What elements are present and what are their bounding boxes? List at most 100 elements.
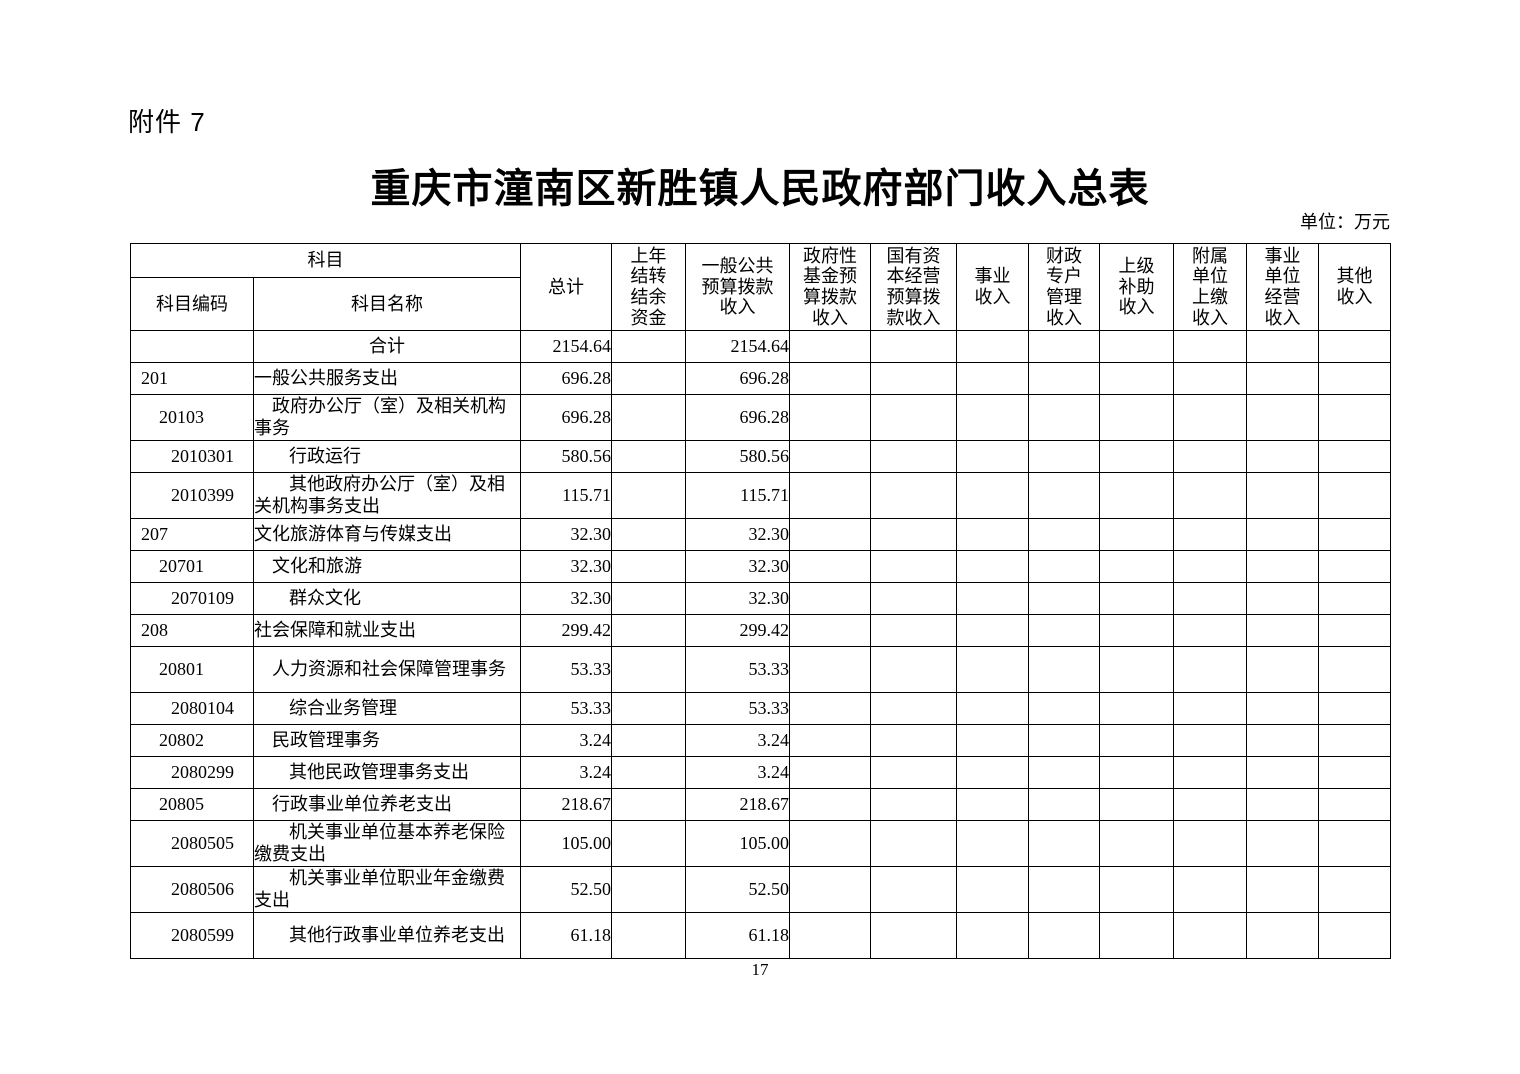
superior-subsidy-cell [1099,440,1174,473]
table-row: 2080506 机关事业单位职业年金缴费支出 52.50 52.50 [130,866,1391,913]
business-operation-cell [1246,472,1319,519]
other-income-cell [1318,866,1391,913]
business-income-cell [956,820,1029,867]
table-body: 合计 2154.64 2154.64 201 一般公共服务支出 696.28 696.28 2… [130,330,1391,959]
state-capital-cell [870,866,957,913]
subject-name-cell: 政府办公厅（室）及相关机构事务 [253,394,521,441]
subject-name-cell: 文化旅游体育与传媒支出 [253,518,521,551]
general-budget-cell: 53.33 [685,692,790,725]
affiliated-upturn-cell [1173,440,1247,473]
superior-subsidy-cell [1099,912,1174,959]
superior-subsidy-cell [1099,820,1174,867]
gov-fund-cell [789,866,871,913]
gov-fund-cell [789,472,871,519]
subject-code-cell: 2080599 [130,912,254,959]
business-operation-cell [1246,912,1319,959]
fiscal-account-cell [1028,756,1100,789]
state-capital-cell [870,614,957,647]
other-income-cell [1318,518,1391,551]
affiliated-upturn-cell [1173,330,1247,363]
business-operation-cell [1246,518,1319,551]
state-capital-cell [870,518,957,551]
table-row: 201 一般公共服务支出 696.28 696.28 [130,362,1391,395]
affiliated-upturn-cell [1173,472,1247,519]
total-cell: 218.67 [520,788,612,821]
general-budget-cell: 53.33 [685,646,790,693]
carryover-cell [611,582,686,615]
business-operation-cell [1246,724,1319,757]
gov-fund-cell [789,756,871,789]
business-income-cell [956,330,1029,363]
business-income-cell [956,646,1029,693]
other-income-cell [1318,440,1391,473]
business-income-cell [956,362,1029,395]
business-operation-cell [1246,582,1319,615]
fiscal-account-cell [1028,820,1100,867]
superior-subsidy-cell [1099,518,1174,551]
subject-name-cell: 民政管理事务 [253,724,521,757]
state-capital-cell [870,394,957,441]
subject-name-cell: 一般公共服务支出 [253,362,521,395]
subject-code-cell: 20802 [130,724,254,757]
subject-name-cell: 行政事业单位养老支出 [253,788,521,821]
total-cell: 105.00 [520,820,612,867]
subject-name-cell: 人力资源和社会保障管理事务 [253,646,521,693]
business-income-cell [956,394,1029,441]
page-number: 17 [751,960,769,979]
subject-code-cell: 2070109 [130,582,254,615]
header-other-income: 其他 收入 [1318,243,1391,331]
carryover-cell [611,788,686,821]
general-budget-cell: 115.71 [685,472,790,519]
other-income-cell [1318,724,1391,757]
carryover-cell [611,362,686,395]
header-superior-subsidy: 上级 补助 收入 [1099,243,1174,331]
carryover-cell [611,330,686,363]
other-income-cell [1318,646,1391,693]
state-capital-cell [870,788,957,821]
affiliated-upturn-cell [1173,550,1247,583]
total-cell: 115.71 [520,472,612,519]
other-income-cell [1318,692,1391,725]
business-income-cell [956,472,1029,519]
state-capital-cell [870,582,957,615]
fiscal-account-cell [1028,472,1100,519]
subject-code-cell: 2080505 [130,820,254,867]
state-capital-cell [870,912,957,959]
header-business-operation: 事业 单位 经营 收入 [1246,243,1319,331]
subject-code-cell: 2080104 [130,692,254,725]
income-summary-table: 科目 总计 上年 结转 结余 资金 一般公共 预算拨款 收入 政府性 基金预 算… [130,243,1391,959]
affiliated-upturn-cell [1173,724,1247,757]
fiscal-account-cell [1028,788,1100,821]
header-subject-name: 科目名称 [253,277,521,331]
superior-subsidy-cell [1099,866,1174,913]
affiliated-upturn-cell [1173,912,1247,959]
subject-code-cell: 2010399 [130,472,254,519]
business-operation-cell [1246,362,1319,395]
fiscal-account-cell [1028,614,1100,647]
other-income-cell [1318,582,1391,615]
subject-name-cell: 行政运行 [253,440,521,473]
business-operation-cell [1246,866,1319,913]
general-budget-cell: 580.56 [685,440,790,473]
table-row: 20103 政府办公厅（室）及相关机构事务 696.28 696.28 [130,394,1391,441]
table-row: 2080599 其他行政事业单位养老支出 61.18 61.18 [130,912,1391,959]
general-budget-cell: 299.42 [685,614,790,647]
subject-name-cell: 机关事业单位职业年金缴费支出 [253,866,521,913]
gov-fund-cell [789,724,871,757]
subject-name-cell: 群众文化 [253,582,521,615]
fiscal-account-cell [1028,330,1100,363]
header-fiscal-account: 财政 专户 管理 收入 [1028,243,1100,331]
state-capital-cell [870,724,957,757]
header-total: 总计 [520,243,612,331]
business-income-cell [956,788,1029,821]
carryover-cell [611,646,686,693]
superior-subsidy-cell [1099,362,1174,395]
carryover-cell [611,820,686,867]
business-income-cell [956,614,1029,647]
gov-fund-cell [789,440,871,473]
affiliated-upturn-cell [1173,820,1247,867]
other-income-cell [1318,394,1391,441]
gov-fund-cell [789,582,871,615]
table-row: 2080505 机关事业单位基本养老保险缴费支出 105.00 105.00 [130,820,1391,867]
attachment-label: 附件 7 [128,107,206,137]
